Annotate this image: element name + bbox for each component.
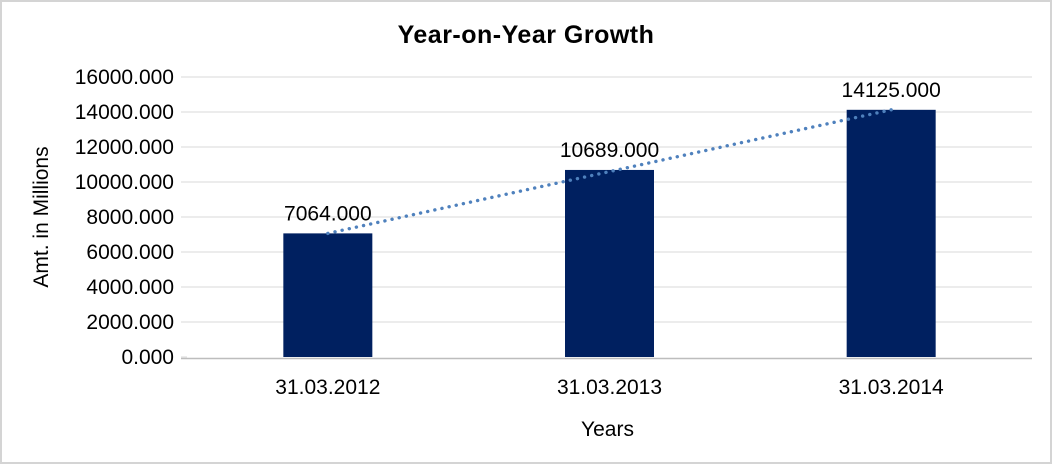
x-tick-label: 31.03.2012	[275, 376, 380, 399]
bar	[846, 109, 936, 357]
x-tick-label: 31.03.2013	[557, 376, 662, 399]
trendline	[326, 108, 893, 236]
y-tick-label: 6000.000	[86, 241, 174, 264]
y-tick-label: 10000.000	[75, 171, 174, 194]
y-tick-label: 16000.000	[75, 66, 174, 89]
y-tick-label: 12000.000	[75, 136, 174, 159]
y-tick-label: 14000.000	[75, 101, 174, 124]
y-tick-label: 2000.000	[86, 311, 174, 334]
chart-title: Year-on-Year Growth	[397, 21, 655, 49]
y-tick-label: 8000.000	[86, 206, 174, 229]
x-tick-label: 31.03.2014	[839, 376, 944, 399]
bar-data-label: 14125.000	[842, 79, 941, 102]
x-axis-title: Years	[581, 418, 634, 441]
y-tick-label: 4000.000	[86, 276, 174, 299]
bar-data-label: 10689.000	[560, 139, 659, 162]
bar-data-label: 7064.000	[284, 202, 372, 225]
bar	[565, 169, 654, 357]
bar	[283, 233, 373, 357]
y-tick-label: 0.000	[121, 346, 174, 369]
